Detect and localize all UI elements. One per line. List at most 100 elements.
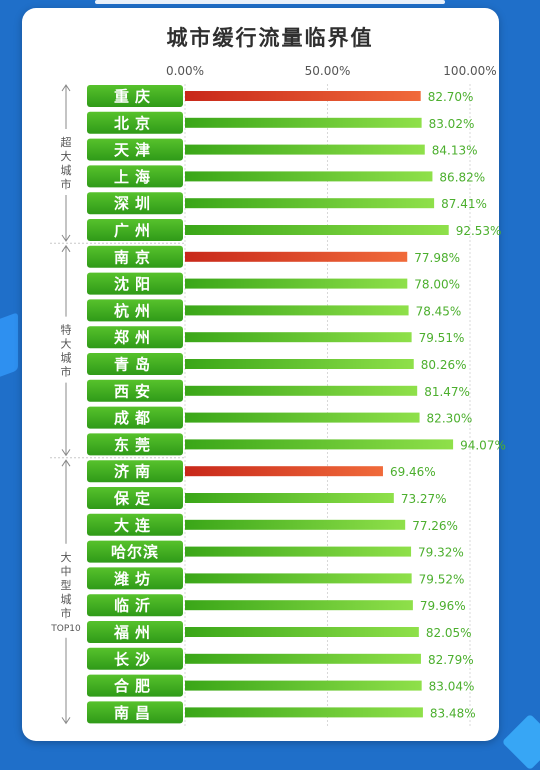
city-name: 合肥 bbox=[113, 677, 156, 695]
bar bbox=[185, 546, 412, 557]
city-label-pill bbox=[87, 567, 183, 590]
value-label: 82.05% bbox=[426, 626, 472, 640]
city-label-pill bbox=[87, 379, 183, 402]
bar bbox=[185, 91, 421, 101]
bar bbox=[185, 332, 412, 343]
city-name: 青岛 bbox=[114, 356, 156, 374]
bar bbox=[185, 707, 423, 718]
value-label: 82.79% bbox=[428, 653, 474, 667]
value-label: 82.30% bbox=[427, 412, 473, 426]
bar bbox=[185, 519, 406, 530]
city-label-pill bbox=[87, 111, 183, 134]
city-label-pill bbox=[87, 540, 183, 563]
city-name: 济南 bbox=[114, 463, 156, 481]
city-label-pill bbox=[87, 433, 183, 456]
value-label: 79.96% bbox=[420, 599, 466, 613]
value-label: 94.07% bbox=[460, 438, 506, 452]
city-label-pill bbox=[87, 272, 183, 295]
bar bbox=[185, 439, 454, 450]
city-label-pill bbox=[87, 487, 183, 509]
city-label-pill bbox=[87, 406, 183, 429]
bar bbox=[185, 573, 412, 584]
value-label: 78.45% bbox=[416, 304, 462, 318]
arrow-up-icon bbox=[61, 244, 71, 253]
bar bbox=[185, 627, 419, 637]
city-label-pill bbox=[87, 165, 183, 188]
city-label-pill bbox=[87, 621, 183, 643]
bar bbox=[185, 412, 420, 423]
value-label: 73.27% bbox=[401, 492, 447, 506]
city-name: 福州 bbox=[113, 624, 156, 642]
arrow-up-icon bbox=[61, 84, 71, 92]
bar bbox=[185, 680, 422, 691]
bar bbox=[185, 117, 422, 128]
value-label: 83.02% bbox=[429, 117, 475, 131]
x-tick-label: 100.00% bbox=[443, 64, 496, 78]
city-name: 大连 bbox=[114, 516, 156, 534]
value-label: 77.98% bbox=[414, 251, 460, 265]
value-label: 81.47% bbox=[424, 385, 470, 399]
city-label-pill bbox=[87, 674, 183, 697]
value-label: 92.53% bbox=[456, 224, 502, 238]
city-label-pill bbox=[87, 353, 183, 375]
arrow-down-icon bbox=[61, 234, 71, 242]
city-name: 沈阳 bbox=[114, 275, 156, 293]
value-label: 79.32% bbox=[418, 546, 464, 560]
city-label-pill bbox=[87, 192, 183, 215]
city-name: 潍坊 bbox=[114, 570, 156, 588]
bar bbox=[185, 466, 383, 477]
value-label: 77.26% bbox=[412, 519, 458, 533]
city-label-pill bbox=[87, 85, 183, 107]
group-label: 大中型城市 TOP10 bbox=[50, 550, 81, 634]
value-label: 84.13% bbox=[432, 144, 478, 158]
bar bbox=[185, 225, 449, 235]
bar bbox=[185, 144, 425, 155]
bar bbox=[185, 600, 413, 611]
value-label: 86.82% bbox=[439, 170, 485, 184]
arrow-down-icon bbox=[61, 717, 71, 725]
city-label-pill bbox=[87, 594, 183, 617]
bar bbox=[185, 385, 418, 396]
city-name: 上海 bbox=[114, 168, 156, 186]
city-name: 深圳 bbox=[114, 195, 156, 213]
value-label: 69.46% bbox=[390, 465, 436, 479]
value-label: 80.26% bbox=[421, 358, 467, 372]
value-label: 79.52% bbox=[419, 572, 465, 586]
city-label-pill bbox=[87, 299, 183, 322]
x-tick-label: 50.00% bbox=[305, 64, 351, 78]
bar bbox=[185, 305, 409, 316]
bar bbox=[185, 653, 421, 664]
x-tick-label: 0.00% bbox=[166, 64, 204, 78]
value-label: 87.41% bbox=[441, 197, 487, 211]
city-name: 郑州 bbox=[114, 329, 156, 347]
city-name: 临沂 bbox=[114, 597, 156, 615]
background-stripe-top bbox=[95, 0, 445, 4]
value-label: 83.04% bbox=[429, 680, 475, 694]
bar bbox=[185, 278, 408, 289]
value-label: 83.48% bbox=[430, 706, 476, 720]
group-label: 特大城市 bbox=[61, 323, 72, 379]
city-label-pill bbox=[87, 460, 183, 483]
city-name: 北京 bbox=[114, 114, 156, 132]
arrow-down-icon bbox=[61, 449, 71, 457]
bar bbox=[185, 198, 435, 209]
city-name: 广州 bbox=[114, 222, 156, 240]
city-name: 哈尔滨 bbox=[111, 543, 159, 561]
city-label-pill bbox=[87, 326, 183, 349]
city-name: 杭州 bbox=[114, 302, 156, 320]
value-label: 78.00% bbox=[414, 278, 460, 292]
group-label: 超大城市 bbox=[61, 135, 72, 191]
city-label-pill bbox=[87, 647, 183, 670]
city-name: 天津 bbox=[114, 141, 156, 159]
city-label-pill bbox=[87, 513, 183, 536]
city-name: 长沙 bbox=[114, 650, 156, 668]
arrow-up-icon bbox=[61, 459, 71, 467]
chart-title: 城市缓行流量临界值 bbox=[166, 26, 374, 50]
city-name: 保定 bbox=[113, 490, 156, 508]
bar bbox=[185, 493, 394, 503]
city-name: 西安 bbox=[114, 382, 156, 400]
city-label-pill bbox=[87, 245, 183, 268]
city-name: 南昌 bbox=[114, 704, 156, 722]
city-name: 成都 bbox=[114, 409, 156, 427]
